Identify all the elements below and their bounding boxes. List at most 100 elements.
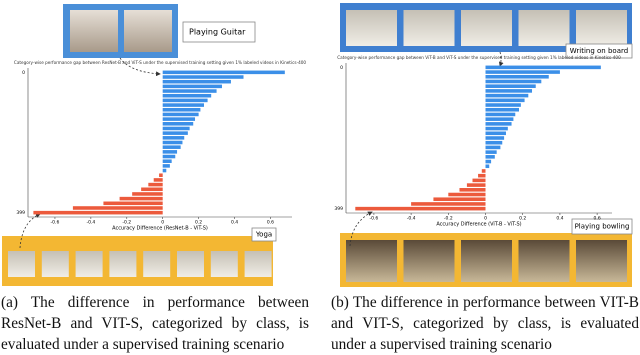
bar [162, 131, 188, 135]
bar [33, 210, 163, 215]
bar [485, 164, 490, 169]
video-frame [75, 251, 103, 277]
bar [159, 173, 163, 178]
x-tick-label: 0.2 [195, 220, 202, 226]
video-frame [576, 10, 627, 46]
bar [119, 196, 163, 201]
bar [162, 117, 196, 121]
bar [466, 183, 486, 187]
y-tick-label: 399 [16, 210, 25, 216]
x-tick-label: -0.4 [407, 216, 416, 222]
video-frame [518, 240, 570, 282]
bar [162, 112, 199, 117]
chart-title: Category-wise performance gap between Vi… [337, 55, 621, 60]
bar [485, 159, 492, 164]
video-frame [244, 251, 272, 277]
video-frame [210, 251, 238, 277]
x-tick-label: 0 [484, 216, 487, 222]
bar [485, 79, 542, 84]
annotation: Writing on board [570, 47, 628, 55]
bar [162, 103, 204, 107]
bar [485, 65, 601, 70]
bar [162, 159, 172, 163]
annotation: Playing bowling [575, 223, 630, 231]
x-tick-label: -0.2 [122, 220, 131, 226]
bar [162, 107, 201, 112]
bar [485, 84, 536, 88]
bar [162, 150, 178, 154]
bar [485, 103, 521, 107]
x-tick-label: 0 [161, 220, 164, 226]
x-tick-label: -0.4 [86, 220, 95, 226]
y-tick-label: 0 [340, 65, 343, 71]
bar [162, 70, 285, 75]
label-box [565, 43, 633, 59]
bar [148, 182, 163, 187]
bar [162, 89, 217, 93]
y-tick-label: 399 [334, 206, 343, 212]
bar [162, 154, 176, 159]
x-tick-label: 0.4 [231, 220, 238, 226]
x-axis-label: Accuracy Difference (ViT-B - ViT-S) [436, 222, 521, 228]
bar [485, 74, 549, 79]
bar [472, 178, 486, 183]
x-tick-label: 0.6 [594, 216, 601, 222]
bar [485, 89, 533, 93]
bar [162, 126, 190, 131]
video-frame [177, 251, 204, 277]
x-tick-label: 0.4 [556, 216, 563, 222]
arrow [349, 211, 373, 247]
video-frame [461, 10, 512, 46]
bar [162, 140, 183, 145]
video-frame [576, 240, 627, 282]
caption: (a) The difference in performance betwee… [1, 294, 309, 353]
bar [355, 206, 486, 211]
bar [485, 122, 512, 126]
y-tick-label: 0 [22, 70, 25, 76]
bar [459, 188, 486, 192]
bar [162, 84, 222, 89]
chart-title: Category-wise performance gap between Re… [14, 60, 307, 65]
bar [485, 140, 503, 145]
bar [485, 93, 529, 98]
label-box [571, 218, 633, 235]
annotation: Yoga [255, 231, 272, 239]
bar [153, 178, 163, 182]
bar [162, 98, 208, 103]
label-box [182, 21, 256, 43]
video-frame [403, 10, 455, 46]
x-tick-label: -0.6 [51, 220, 60, 226]
x-tick-label: -0.6 [370, 216, 379, 222]
bar [481, 169, 486, 173]
bar [162, 75, 244, 79]
bar [162, 122, 194, 126]
bar [485, 131, 506, 136]
video-frame [346, 10, 397, 46]
video-frame [8, 251, 35, 277]
bar [485, 107, 519, 112]
arrow [498, 51, 504, 67]
bar [485, 136, 505, 140]
figure: Playing Guitar Yoga Writing on board Pla… [2, 3, 633, 287]
bar [411, 202, 486, 206]
caption: (b) The difference in performance betwee… [331, 294, 639, 353]
bar [485, 155, 495, 159]
video-frame [109, 251, 137, 277]
bar [162, 164, 170, 168]
x-tick-label: -0.2 [444, 216, 453, 222]
bar [448, 192, 486, 197]
x-tick-label: 0.2 [519, 216, 526, 222]
annotation: Playing Guitar [189, 28, 246, 37]
bar [72, 206, 163, 210]
video-frame [41, 251, 69, 277]
bar [162, 168, 167, 173]
bar [485, 117, 514, 121]
bar [485, 150, 497, 154]
bar [162, 79, 231, 84]
bar [478, 173, 486, 178]
video-frame [70, 10, 118, 52]
bar [162, 93, 212, 98]
video-frame [124, 10, 172, 52]
video-frame [143, 251, 171, 277]
bar [433, 197, 486, 202]
